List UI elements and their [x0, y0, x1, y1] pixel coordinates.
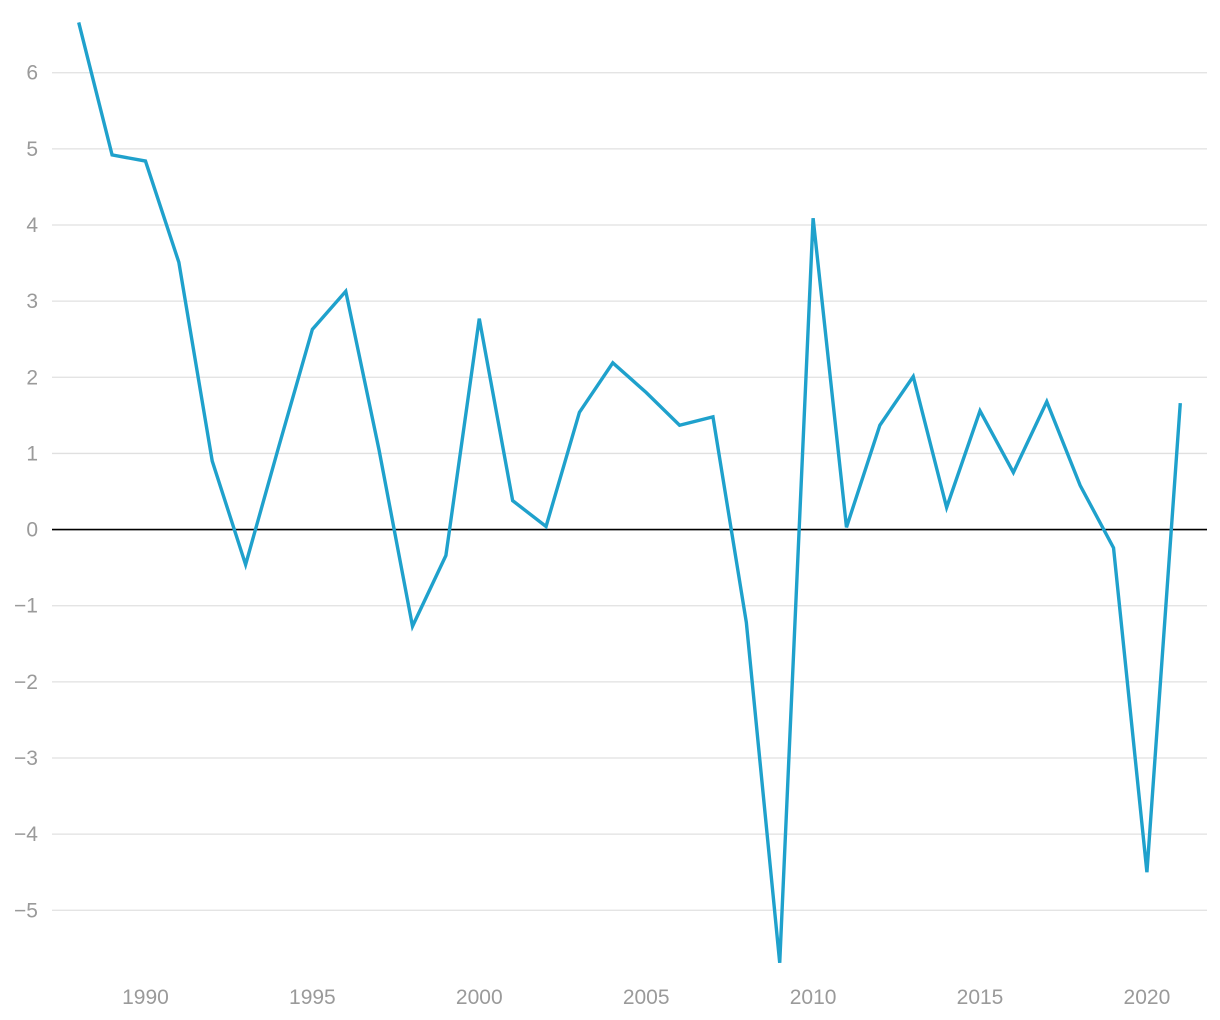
y-tick-label: 5	[26, 138, 38, 161]
y-tick-label: 0	[26, 519, 38, 542]
x-tick-label: 2015	[957, 986, 1004, 1009]
y-tick-label: 2	[26, 366, 38, 389]
x-tick-label: 2020	[1124, 986, 1171, 1009]
x-axis-tick-labels: 1990 1995 2000 2005 2010 2015 2020	[122, 986, 1170, 1009]
y-tick-label: −4	[14, 823, 38, 846]
y-tick-label: 3	[26, 290, 38, 313]
y-tick-label: −3	[14, 747, 38, 770]
x-tick-label: 2010	[790, 986, 837, 1009]
x-tick-label: 1990	[122, 986, 169, 1009]
y-tick-label: 4	[26, 214, 38, 237]
series-group	[77, 22, 1182, 963]
y-tick-label: 6	[26, 62, 38, 85]
y-tick-label: 1	[26, 442, 38, 465]
series-line-0	[77, 22, 1182, 963]
x-tick-label: 2005	[623, 986, 670, 1009]
y-tick-label: −5	[14, 899, 38, 922]
y-grid	[52, 72, 1207, 911]
y-tick-label: −1	[14, 595, 38, 618]
y-axis-tick-labels: 6 5 4 3 2 1 0 −1 −2 −3 −4 −5	[14, 62, 38, 923]
y-tick-label: −2	[14, 671, 38, 694]
x-tick-label: 2000	[456, 986, 503, 1009]
x-tick-label: 1995	[289, 986, 336, 1009]
